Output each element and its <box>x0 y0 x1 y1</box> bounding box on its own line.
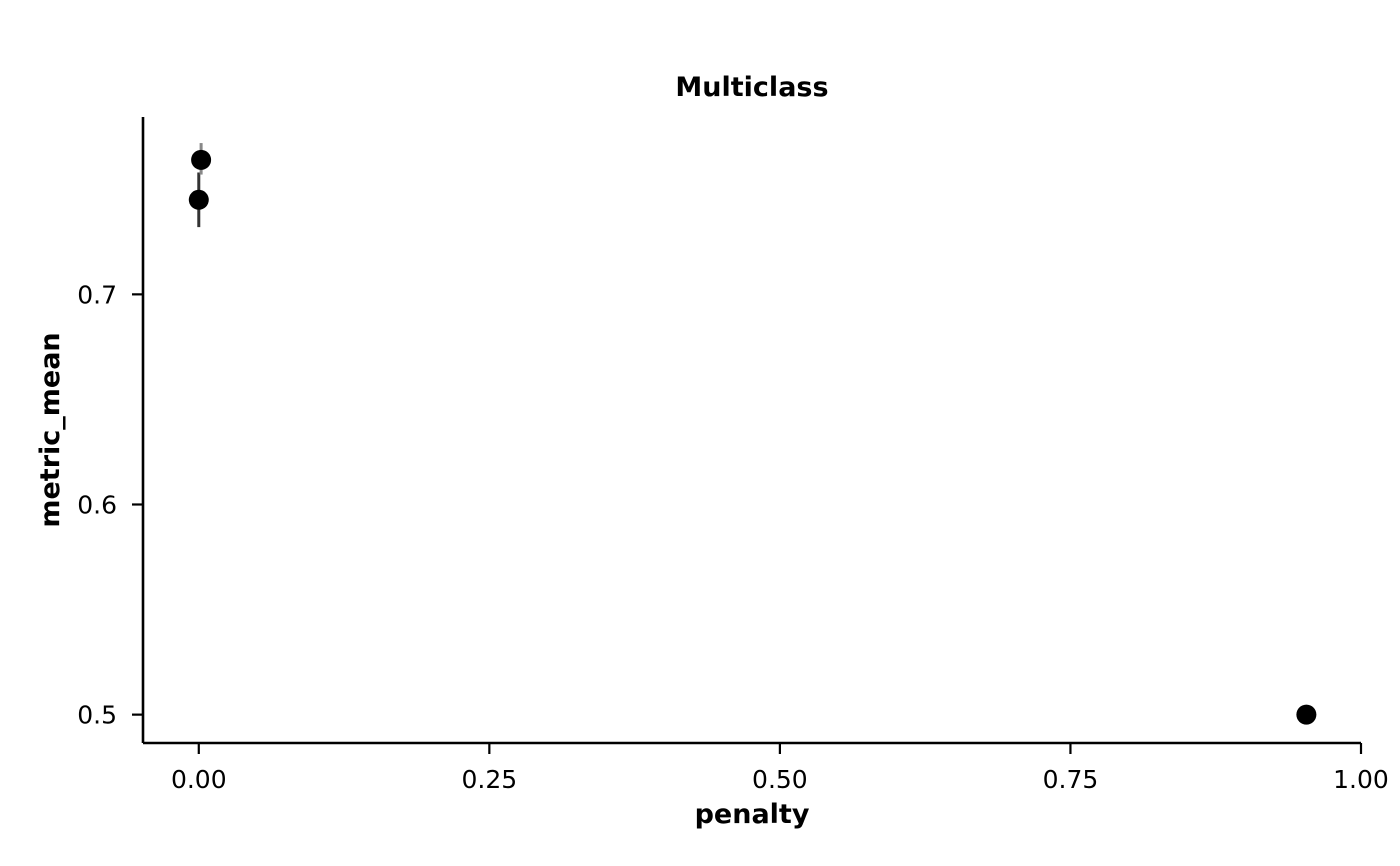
chart-title: Multiclass <box>675 72 828 103</box>
y-tick-label: 0.5 <box>77 701 117 730</box>
x-axis-label: penalty <box>695 799 810 830</box>
y-tick-label: 0.7 <box>77 280 117 309</box>
y-ticks: 0.5 0.6 0.7 <box>77 280 143 730</box>
x-tick-label: 0.00 <box>171 765 227 794</box>
y-axis-label: metric_mean <box>35 332 66 527</box>
data-point <box>1296 704 1317 725</box>
x-ticks: 0.00 0.25 0.50 0.75 1.00 <box>171 743 1389 794</box>
x-tick-label: 0.50 <box>752 765 808 794</box>
y-axis: 0.5 0.6 0.7 <box>77 117 145 743</box>
x-axis: 0.00 0.25 0.50 0.75 1.00 <box>143 741 1389 794</box>
data-point <box>191 149 212 170</box>
y-tick-label: 0.6 <box>77 490 117 519</box>
x-tick-label: 0.75 <box>1043 765 1099 794</box>
data-points <box>188 149 1317 725</box>
plot-area <box>188 143 1317 725</box>
x-tick-label: 0.25 <box>462 765 518 794</box>
x-tick-label: 1.00 <box>1333 765 1389 794</box>
data-point <box>188 189 209 210</box>
